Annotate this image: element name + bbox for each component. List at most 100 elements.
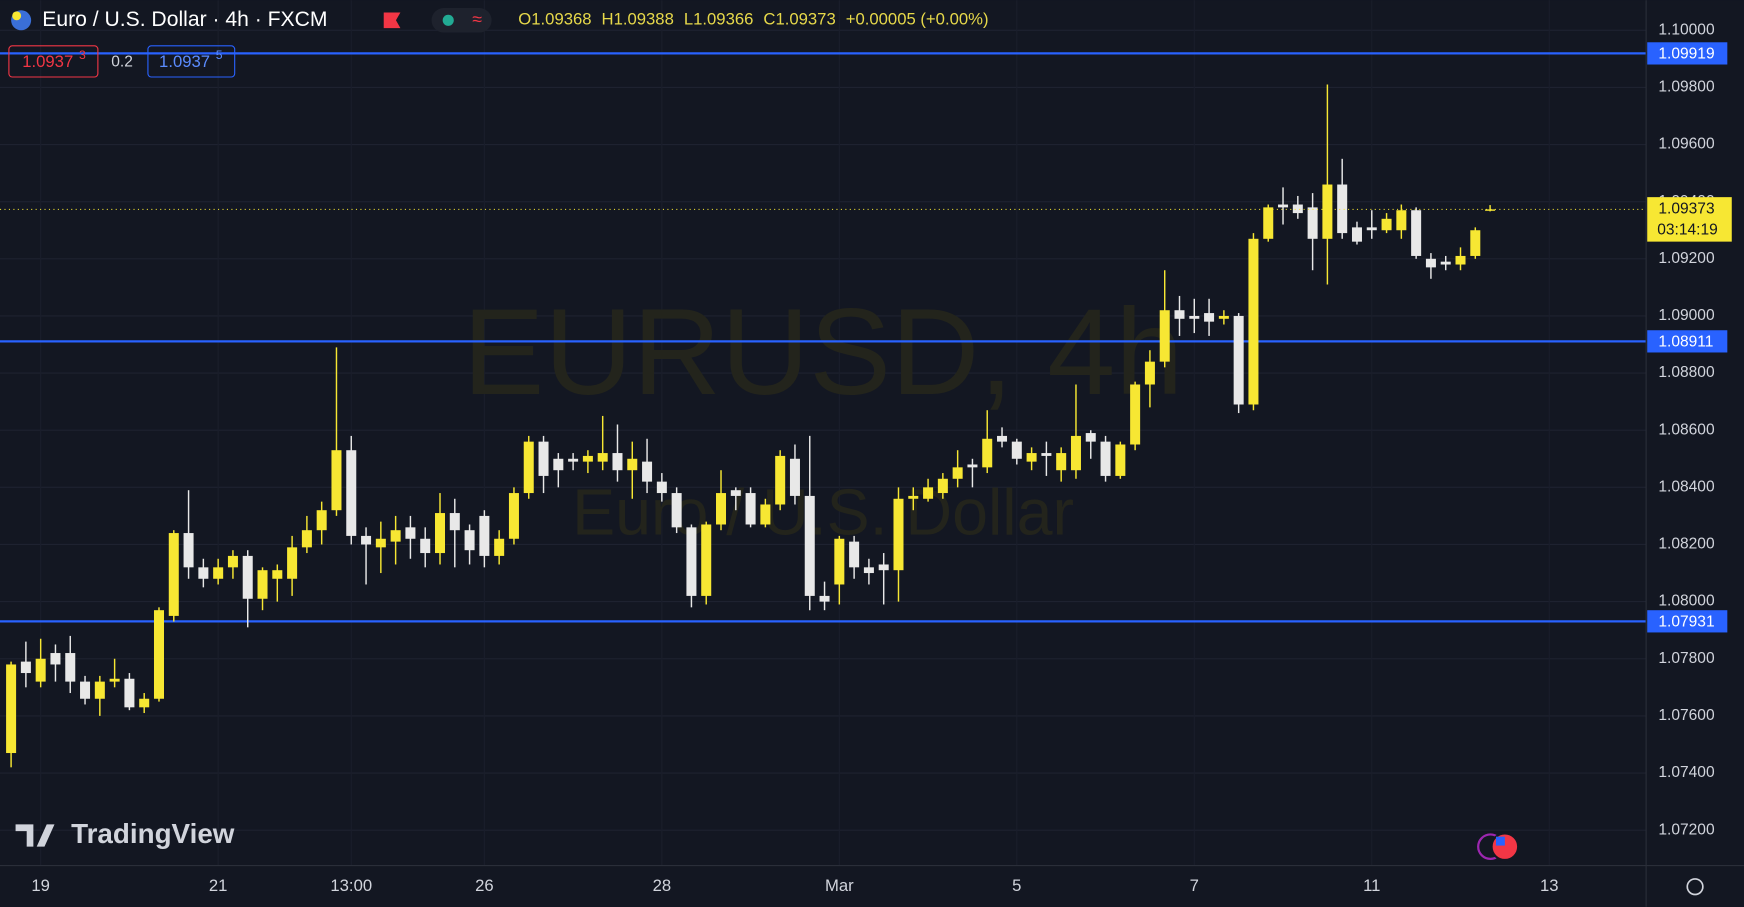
candle-body [878, 564, 889, 571]
plot [0, 52, 1647, 768]
candle-body [1100, 441, 1111, 476]
ohlc-value: L1.09366 [684, 10, 754, 29]
candle-body [1381, 218, 1392, 231]
symbol-icon-dot [12, 11, 22, 21]
y-tick-label: 1.10000 [1658, 21, 1715, 38]
x-tick-label: 13:00 [330, 876, 372, 895]
x-tick-label: 28 [653, 876, 672, 895]
candle-body [908, 495, 919, 499]
candle-body [449, 513, 460, 531]
status-pill[interactable] [431, 8, 492, 33]
candle-body [80, 681, 91, 699]
candle-body [1455, 255, 1466, 265]
y-tick-label: 1.09600 [1658, 136, 1715, 153]
candle-body [434, 513, 446, 554]
candle-body [1440, 261, 1451, 265]
candle-body [686, 527, 697, 596]
candle-body [331, 450, 342, 511]
candle-body [242, 555, 253, 599]
last-price-label-bg [1647, 197, 1732, 242]
brand-logo[interactable] [15, 824, 55, 847]
y-tick-label: 1.07800 [1658, 650, 1715, 667]
y-tick-label: 1.07600 [1658, 707, 1715, 724]
candle-body [1278, 204, 1289, 208]
candle-body [1292, 204, 1303, 214]
candle-body [1085, 433, 1096, 442]
candle-body [656, 481, 667, 494]
candle-body [1337, 184, 1348, 234]
candle-body [1144, 361, 1155, 385]
flag-icon[interactable] [383, 12, 401, 29]
x-tick-label: 21 [209, 876, 228, 895]
candle-body [361, 535, 372, 545]
price-axis: 1.07200 1.07400 1.07600 1.07800 1.08000 1.082… [1647, 21, 1732, 838]
y-tick-label: 1.08600 [1658, 421, 1715, 438]
candle-body [553, 458, 564, 471]
candle-body [1218, 315, 1229, 319]
level-label-bg [1647, 330, 1728, 353]
x-tick-label: 7 [1190, 876, 1199, 895]
candle-body [642, 461, 653, 482]
candle-body [316, 510, 327, 531]
candle-body [863, 567, 874, 574]
candle-body [1056, 453, 1067, 471]
candle-body [153, 610, 164, 699]
candle-body [508, 493, 519, 539]
ohlc-value: H1.09388 [602, 10, 674, 29]
candle-body [405, 527, 416, 539]
candle-body [35, 658, 46, 682]
y-tick-label: 1.08400 [1658, 478, 1715, 495]
candle-body [1070, 435, 1081, 471]
settings-icon[interactable] [1686, 878, 1704, 896]
candle-body [730, 490, 741, 496]
ohlc-readout: O1.09368 H1.09388 L1.09366 C1.09373 +0.00005… [518, 10, 988, 29]
candle-body [819, 595, 830, 602]
ohlc-value: C1.09373 [763, 10, 835, 29]
grid [0, 29, 1647, 831]
candle-body [671, 493, 682, 528]
candle-body [346, 450, 357, 536]
candle-body [109, 678, 120, 682]
candle-body [804, 495, 815, 596]
bid-price: 1.0937 [22, 52, 73, 71]
y-tick-label: 1.08200 [1658, 536, 1715, 553]
ohlc-value: +0.00005 (+0.00%) [846, 10, 989, 29]
candle-body [1366, 227, 1377, 231]
x-tick-label: Mar [825, 876, 854, 895]
buy-button[interactable] [147, 45, 236, 78]
ask-pip: 5 [216, 48, 223, 62]
candle-body [1307, 207, 1318, 239]
sell-button[interactable] [8, 45, 99, 78]
candle-body [420, 538, 431, 554]
candle-body [1248, 238, 1259, 405]
candle-body [168, 533, 179, 616]
candle-body [494, 538, 505, 556]
x-tick-label: 26 [475, 876, 494, 895]
candle-body [479, 515, 490, 556]
level-label-bg [1647, 610, 1728, 633]
delay-icon: ≈ [472, 9, 482, 29]
bid-pip: 3 [79, 48, 86, 62]
y-tick-label: 1.09000 [1658, 307, 1715, 324]
brand-name[interactable]: TradingView [71, 818, 235, 849]
candle-body [390, 530, 401, 542]
symbol-title[interactable]: Euro / U.S. Dollar · 4h · FXCM [42, 8, 327, 31]
candle-body [849, 541, 860, 568]
candle-body [94, 681, 105, 699]
candle-body [301, 530, 312, 548]
watermark-symbol: EURUSD, 4h [463, 283, 1184, 420]
x-tick-label: 19 [31, 876, 50, 895]
bar-countdown: 03:14:19 [1657, 222, 1718, 239]
candle-body [1396, 210, 1407, 231]
x-tick-label: 5 [1012, 876, 1021, 895]
candle-body [612, 453, 623, 471]
candle-body [20, 661, 31, 674]
candle-body [1470, 230, 1481, 256]
level-label: 1.07931 [1658, 614, 1714, 631]
candle-body [50, 653, 61, 665]
candle-body [538, 441, 549, 476]
candle-body [952, 467, 963, 479]
y-tick-label: 1.07400 [1658, 764, 1715, 781]
